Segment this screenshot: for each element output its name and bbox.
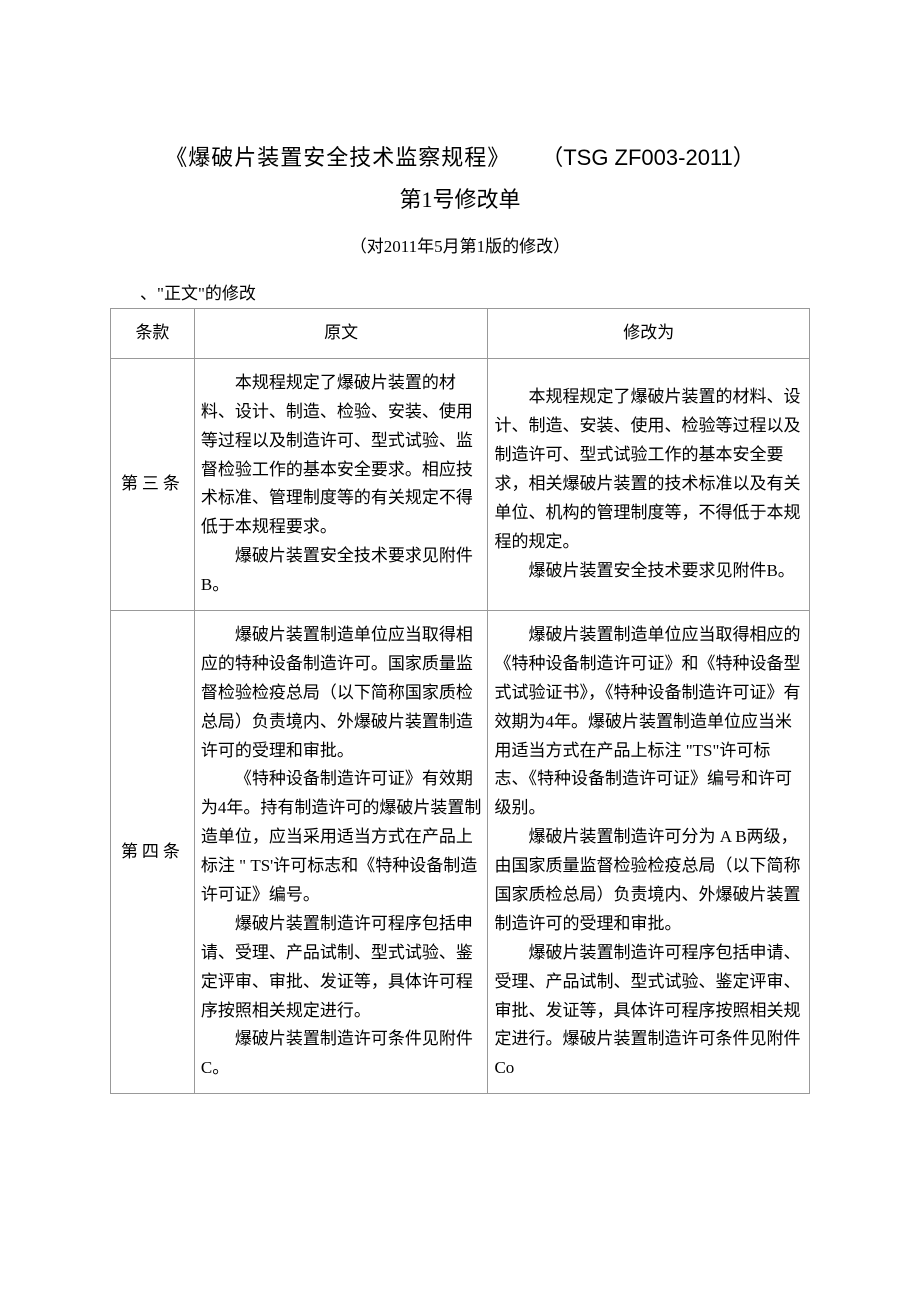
- table-header-row: 条款 原文 修改为: [111, 309, 810, 359]
- original-para: 爆破片装置制造许可条件见附件C。: [201, 1025, 482, 1083]
- original-para: 本规程规定了爆破片装置的材料、设计、制造、检验、安装、使用等过程以及制造许可、型…: [201, 369, 482, 542]
- cell-revised: 爆破片装置制造单位应当取得相应的《特种设备制造许可证》和《特种设备型式试验证书》…: [488, 611, 810, 1094]
- original-para: 爆破片装置安全技术要求见附件B。: [201, 542, 482, 600]
- cell-original: 本规程规定了爆破片装置的材料、设计、制造、检验、安装、使用等过程以及制造许可、型…: [194, 358, 488, 610]
- title-code: （TSG ZF003-2011）: [541, 145, 755, 170]
- document-title-line1: 《爆破片装置安全技术监察规程》 （TSG ZF003-2011）: [110, 140, 810, 172]
- header-revised: 修改为: [488, 309, 810, 359]
- cell-clause: 第三条: [111, 358, 195, 610]
- cell-original: 爆破片装置制造单位应当取得相应的特种设备制造许可。国家质量监督检验检疫总局（以下…: [194, 611, 488, 1094]
- cell-revised: 本规程规定了爆破片装置的材料、设计、制造、安装、使用、检验等过程以及制造许可、型…: [488, 358, 810, 610]
- cell-clause: 第四条: [111, 611, 195, 1094]
- table-row: 第四条 爆破片装置制造单位应当取得相应的特种设备制造许可。国家质量监督检验检疫总…: [111, 611, 810, 1094]
- revised-para: 本规程规定了爆破片装置的材料、设计、制造、安装、使用、检验等过程以及制造许可、型…: [494, 383, 803, 556]
- revised-para: 爆破片装置制造许可程序包括申请、受理、产品试制、型式试验、鉴定评审、审批、发证等…: [494, 939, 803, 1083]
- original-para: 爆破片装置制造许可程序包括申请、受理、产品试制、型式试验、鉴定评审、审批、发证等…: [201, 910, 482, 1026]
- document-subtitle: （对2011年5月第1版的修改）: [110, 232, 810, 257]
- title-main: 《爆破片装置安全技术监察规程》: [165, 145, 510, 170]
- header-clause: 条款: [111, 309, 195, 359]
- section-note: 、"正文"的修改: [140, 279, 810, 304]
- table-row: 第三条 本规程规定了爆破片装置的材料、设计、制造、检验、安装、使用等过程以及制造…: [111, 358, 810, 610]
- original-para: 爆破片装置制造单位应当取得相应的特种设备制造许可。国家质量监督检验检疫总局（以下…: [201, 621, 482, 765]
- header-original: 原文: [194, 309, 488, 359]
- revised-para: 爆破片装置制造许可分为 A B两级，由国家质量监督检验检疫总局（以下简称国家质检…: [494, 823, 803, 939]
- amendment-table: 条款 原文 修改为 第三条 本规程规定了爆破片装置的材料、设计、制造、检验、安装…: [110, 308, 810, 1094]
- document-page: 《爆破片装置安全技术监察规程》 （TSG ZF003-2011） 第1号修改单 …: [0, 0, 920, 1154]
- original-para: 《特种设备制造许可证》有效期为4年。持有制造许可的爆破片装置制造单位，应当采用适…: [201, 765, 482, 909]
- revised-para: 爆破片装置安全技术要求见附件B。: [494, 557, 803, 586]
- document-title-line2: 第1号修改单: [110, 182, 810, 214]
- revised-para: 爆破片装置制造单位应当取得相应的《特种设备制造许可证》和《特种设备型式试验证书》…: [494, 621, 803, 823]
